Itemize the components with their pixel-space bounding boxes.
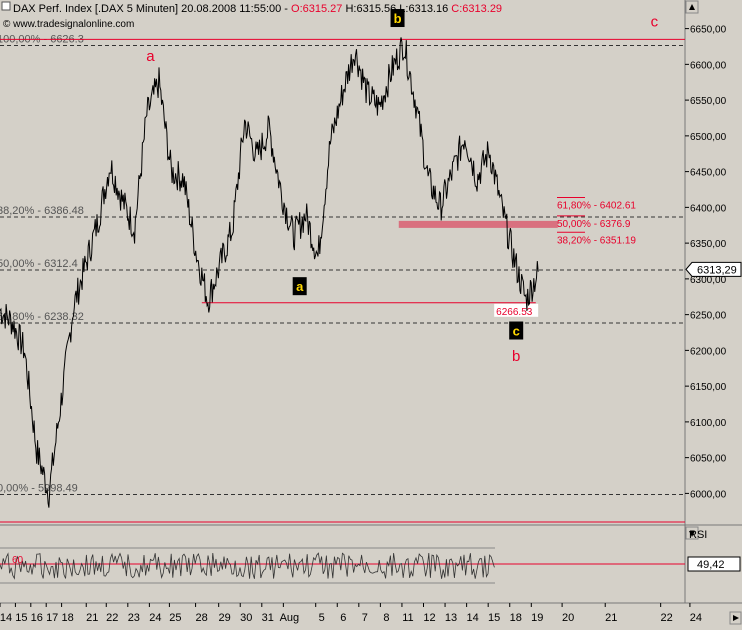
header-high: H:6315.56 [342, 3, 396, 15]
x-tick-label: 21 [605, 612, 617, 624]
x-tick-label: 31 [262, 612, 274, 624]
target-zone: 61,80% - 6402.61 50,00% - 6376.9 38,20% - … [398, 197, 636, 246]
chart-header: DAX Perf. Index [.DAX 5 Minuten] 20.08.2… [1, 1, 502, 30]
x-tick-label: 14 [0, 612, 12, 624]
wave-label-text: b [512, 348, 520, 365]
y-tick-label: 6250,00 [690, 311, 727, 322]
rsi-line [0, 552, 495, 580]
x-tick-label: 5 [319, 612, 325, 624]
rsi-value: 49,42 [697, 559, 725, 571]
watermark: © www.tradesignalonline.com [3, 19, 134, 30]
x-tick-label: 21 [86, 612, 98, 624]
fib-level-label: 38,20% - 6386.48 [0, 205, 84, 217]
retracement-label: 38,20% - 6351.19 [557, 235, 636, 246]
fib-level-label: 0,00% - 5998.49 [0, 482, 78, 494]
arrow-up-icon [689, 4, 695, 10]
scroll-right-button[interactable] [729, 611, 742, 625]
x-tick-label: 19 [531, 612, 543, 624]
y-tick-label: 6000,00 [690, 489, 727, 500]
x-tick-label: 18 [510, 612, 522, 624]
x-tick-label: 17 [46, 612, 58, 624]
time-axis: 14 15 16 17 18 21 22 23 24 25 28 29 30 31 Aug 5 6 7 8 11 12 1… [0, 603, 702, 624]
x-tick-label: 24 [149, 612, 161, 624]
x-tick-label: 28 [195, 612, 207, 624]
x-tick-label: 30 [240, 612, 252, 624]
header-prefix: DAX Perf. Index [.DAX 5 Minuten] 20.08.2… [13, 3, 291, 15]
rsi-level-label: 60 [12, 555, 24, 566]
wave-label-text: c [651, 13, 659, 30]
x-tick-label: 7 [362, 612, 368, 624]
wave-label-text: a [296, 279, 304, 294]
x-tick-label: 15 [15, 612, 27, 624]
price-series [0, 37, 539, 508]
last-price-tag-shape [685, 261, 742, 277]
fib-level-label: 61,80% - 6238.32 [0, 311, 84, 323]
x-tick-label: 25 [169, 612, 181, 624]
y-tick-label: 6450,00 [690, 168, 727, 179]
price-line [0, 37, 539, 508]
y-tick-label: 6400,00 [690, 203, 727, 214]
retracement-label: 50,00% - 6376.9 [557, 219, 631, 230]
y-tick-label: 6550,00 [690, 96, 727, 107]
wave-label-text: c [513, 324, 520, 339]
last-price-tag: 6313,29 [685, 261, 742, 277]
x-tick-label: 24 [690, 612, 702, 624]
scroll-up-button[interactable] [685, 0, 699, 14]
x-tick-label: 22 [106, 612, 118, 624]
rsi-label: RSI [689, 529, 707, 541]
x-tick-label: 8 [383, 612, 389, 624]
last-price-label: 6313,29 [697, 264, 737, 276]
y-tick-label: 6650,00 [690, 25, 727, 36]
y-tick-label: 6300,00 [690, 275, 727, 286]
header-low: L:6313.16 [396, 3, 448, 15]
window-menu-icon[interactable] [1, 1, 11, 11]
y-tick-label: 6600,00 [690, 60, 727, 71]
wave-label-text: a [146, 48, 155, 65]
rsi-panel [0, 547, 685, 584]
x-tick-label: 13 [445, 612, 457, 624]
wave-label-text: b [394, 11, 402, 26]
wave-label-box [390, 9, 405, 28]
x-tick-label: Aug [280, 612, 300, 624]
y-tick-label: 6150,00 [690, 382, 727, 393]
fib-level-label: 50,00% - 6312.4 [0, 258, 78, 270]
arrow-right-icon [733, 615, 739, 621]
x-tick-label: 14 [466, 612, 478, 624]
x-tick-label: 18 [61, 612, 73, 624]
x-tick-label: 22 [661, 612, 673, 624]
header-open: O:6315.27 [291, 3, 342, 15]
retracement-label: 61,80% - 6402.61 [557, 201, 636, 212]
header-close: C:6313.29 [448, 3, 502, 15]
y-tick-label: 6050,00 [690, 454, 727, 465]
x-tick-label: 20 [562, 612, 574, 624]
wave-label-box [292, 277, 307, 296]
wave-label-box [509, 321, 524, 340]
x-tick-label: 12 [423, 612, 435, 624]
svg-text:DAX Perf. Index [.DAX 5 Minut: DAX Perf. Index [.DAX 5 Minuten] 20.08.2… [13, 3, 502, 15]
arrow-down-icon [689, 531, 695, 537]
retracement-zone-bar [398, 220, 558, 228]
x-tick-label: 23 [128, 612, 140, 624]
y-tick-label: 6500,00 [690, 132, 727, 143]
rsi-value-tag [687, 556, 741, 572]
price-axis: 6000,00 6050,00 6100,00 6150,00 6200,00 6250,… [685, 25, 727, 500]
x-tick-label: 11 [402, 612, 413, 624]
scroll-down-button[interactable] [685, 526, 699, 540]
x-tick-label: 16 [31, 612, 43, 624]
x-tick-label: 6 [340, 612, 346, 624]
y-tick-label: 6350,00 [690, 239, 727, 250]
x-tick-label: 15 [488, 612, 500, 624]
support-label: 6266.53 [496, 307, 533, 318]
x-tick-label: 29 [219, 612, 231, 624]
y-tick-label: 6100,00 [690, 418, 727, 429]
y-tick-label: 6200,00 [690, 346, 727, 357]
